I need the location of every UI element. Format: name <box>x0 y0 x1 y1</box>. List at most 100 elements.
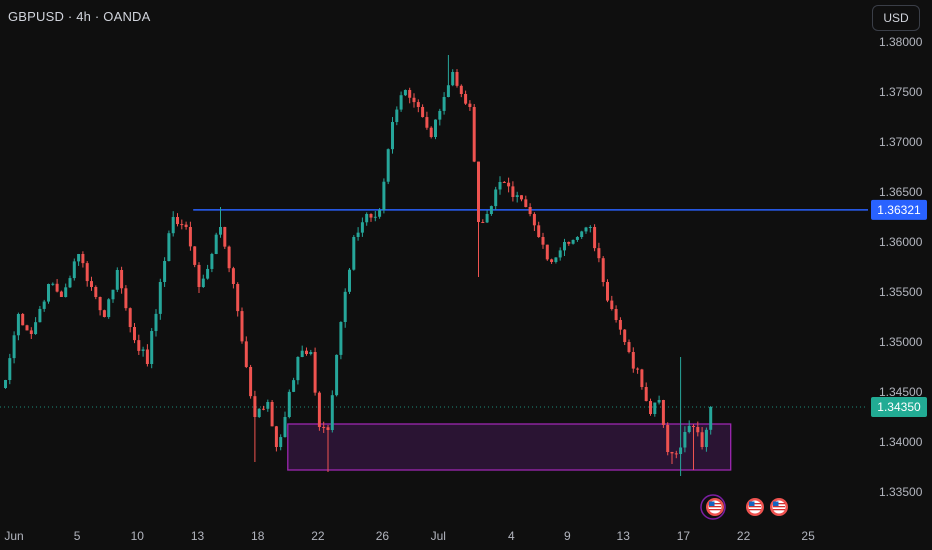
candle-body <box>270 402 274 427</box>
candle-body <box>563 242 566 251</box>
candle <box>421 104 425 118</box>
us-event-flag-icon[interactable] <box>746 498 764 516</box>
candle <box>240 307 244 344</box>
x-tick-label: 9 <box>564 529 571 543</box>
candle-body <box>451 72 455 86</box>
candle-body <box>382 181 386 210</box>
support-zone-layer <box>287 423 732 471</box>
candle-body <box>262 408 265 410</box>
line-price-tag-text: 1.36321 <box>877 203 921 217</box>
candle <box>322 421 326 433</box>
candle <box>395 106 399 126</box>
candle <box>38 305 42 323</box>
line-price-tag: 1.36321 <box>871 199 927 220</box>
candle-body <box>85 263 89 282</box>
candle <box>102 309 106 318</box>
candle-body <box>210 254 214 269</box>
candle <box>644 382 648 402</box>
candle <box>597 242 601 263</box>
price-axis[interactable]: 1.38000 1.37500 1.37000 1.36500 1.36000 1.355… <box>879 35 923 499</box>
candle <box>455 69 459 88</box>
candle <box>451 69 455 87</box>
candles-layer <box>4 55 713 476</box>
candle <box>21 312 25 326</box>
candle <box>244 336 248 369</box>
candle-body <box>584 227 588 232</box>
x-tick-label: 13 <box>617 529 631 543</box>
candle-body <box>455 72 459 86</box>
candle-body <box>657 400 661 403</box>
candle-body <box>373 216 377 218</box>
event-flags-layer[interactable] <box>700 494 788 520</box>
flag-stripe <box>773 506 785 508</box>
candle-body <box>47 284 50 302</box>
currency-button[interactable]: USD <box>872 5 920 31</box>
candle <box>141 346 145 357</box>
candle-body <box>29 330 33 334</box>
candle <box>692 424 695 470</box>
candle <box>47 283 50 304</box>
x-tick-label: 13 <box>191 529 205 543</box>
flag-stripe <box>773 509 785 511</box>
candle-body <box>511 186 515 197</box>
us-event-flag-icon[interactable] <box>700 494 726 520</box>
candle <box>524 195 528 208</box>
candle <box>8 353 12 385</box>
candle-body <box>296 357 300 381</box>
candle-body <box>94 287 98 298</box>
candle <box>360 217 364 237</box>
candle <box>653 402 657 417</box>
candle <box>51 282 55 286</box>
candle-body <box>515 195 519 197</box>
candle-body <box>219 227 222 235</box>
candle-body <box>12 335 16 359</box>
candle-body <box>588 227 592 228</box>
candle-body <box>98 297 102 311</box>
candle <box>575 236 579 242</box>
candle <box>313 347 317 396</box>
candle <box>137 334 141 355</box>
candle <box>481 219 485 223</box>
candle-body <box>679 447 683 454</box>
candle <box>601 256 605 287</box>
line-price-tag-box <box>871 199 927 220</box>
candle <box>408 87 412 104</box>
candle-body <box>481 222 485 223</box>
candle-body <box>236 284 240 312</box>
x-tick-label: 5 <box>74 529 81 543</box>
x-tick-label: Jun <box>4 529 23 543</box>
candle-body <box>133 327 136 341</box>
time-axis[interactable]: Jun 5 10 13 18 22 26 Jul 4 9 13 17 22 25 <box>4 529 815 543</box>
candle <box>292 377 296 393</box>
candle-body <box>468 103 472 107</box>
candle-body <box>360 222 364 233</box>
candle-body <box>163 261 167 282</box>
candle <box>610 295 614 311</box>
candle-body <box>683 432 687 448</box>
candle <box>72 258 76 281</box>
candle <box>124 285 128 311</box>
candle-body <box>330 395 334 430</box>
candle <box>511 181 515 202</box>
x-tick-label: 18 <box>251 529 265 543</box>
candle-body <box>446 85 450 97</box>
candle <box>188 221 192 251</box>
symbol-title: GBPUSD · 4h · OANDA <box>8 9 151 24</box>
candle-body <box>520 195 523 200</box>
candle-body <box>305 350 308 355</box>
candle <box>563 238 566 257</box>
candle-body <box>670 452 674 454</box>
candle-body <box>391 122 394 150</box>
flag-canton <box>709 501 715 506</box>
candle-body <box>421 107 425 118</box>
us-event-flag-icon[interactable] <box>770 498 788 516</box>
candle-body <box>614 309 618 320</box>
candle <box>120 266 124 294</box>
candle-body <box>636 368 640 370</box>
candle <box>700 427 704 450</box>
candle <box>305 347 308 356</box>
candle-body <box>666 424 670 452</box>
x-tick-label: 10 <box>131 529 145 543</box>
candle <box>507 177 511 193</box>
